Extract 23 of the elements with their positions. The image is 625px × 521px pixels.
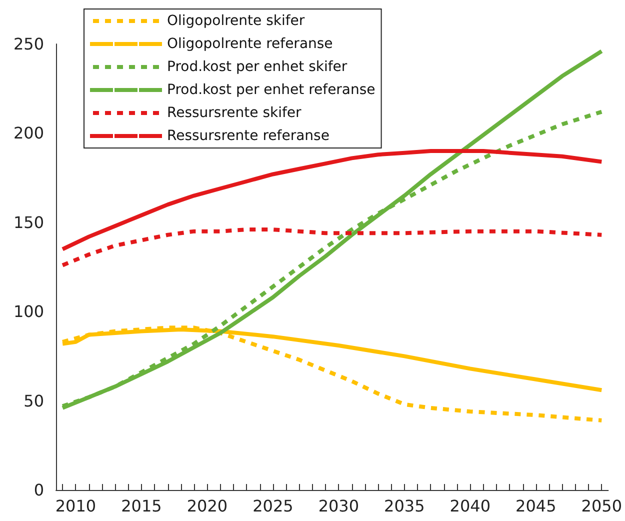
line-series (60, 228, 604, 268)
line-series (60, 149, 604, 252)
y-tick-label: 100 (13, 302, 44, 322)
y-tick-label: 250 (13, 34, 44, 54)
x-tick-label: 2050 (581, 496, 622, 516)
y-tick-label: 0 (34, 480, 44, 500)
y-tick-label: 200 (13, 124, 44, 143)
x-tick-label: 2030 (318, 496, 360, 516)
x-tick-label: 2010 (55, 496, 96, 516)
legend-label: Oligopolrente skifer (167, 13, 305, 29)
legend-label: Ressursrente referanse (167, 128, 330, 144)
x-tick-label: 2025 (252, 496, 294, 516)
x-tick-label: 2045 (516, 496, 556, 516)
x-tick-label: 2015 (121, 496, 162, 516)
x-tick-label: 2040 (450, 496, 491, 516)
legend-label: Prod.kost per enhet skifer (167, 59, 348, 75)
legend-label: Ressursrente skifer (167, 105, 302, 121)
x-tick-label: 2020 (186, 496, 228, 516)
legend-label: Oligopolrente referanse (167, 36, 333, 52)
x-tick-label: 2035 (384, 496, 425, 516)
y-tick-label: 50 (24, 391, 44, 410)
y-tick-label: 150 (13, 212, 44, 232)
legend-label: Prod.kost per enhet referanse (167, 82, 376, 98)
